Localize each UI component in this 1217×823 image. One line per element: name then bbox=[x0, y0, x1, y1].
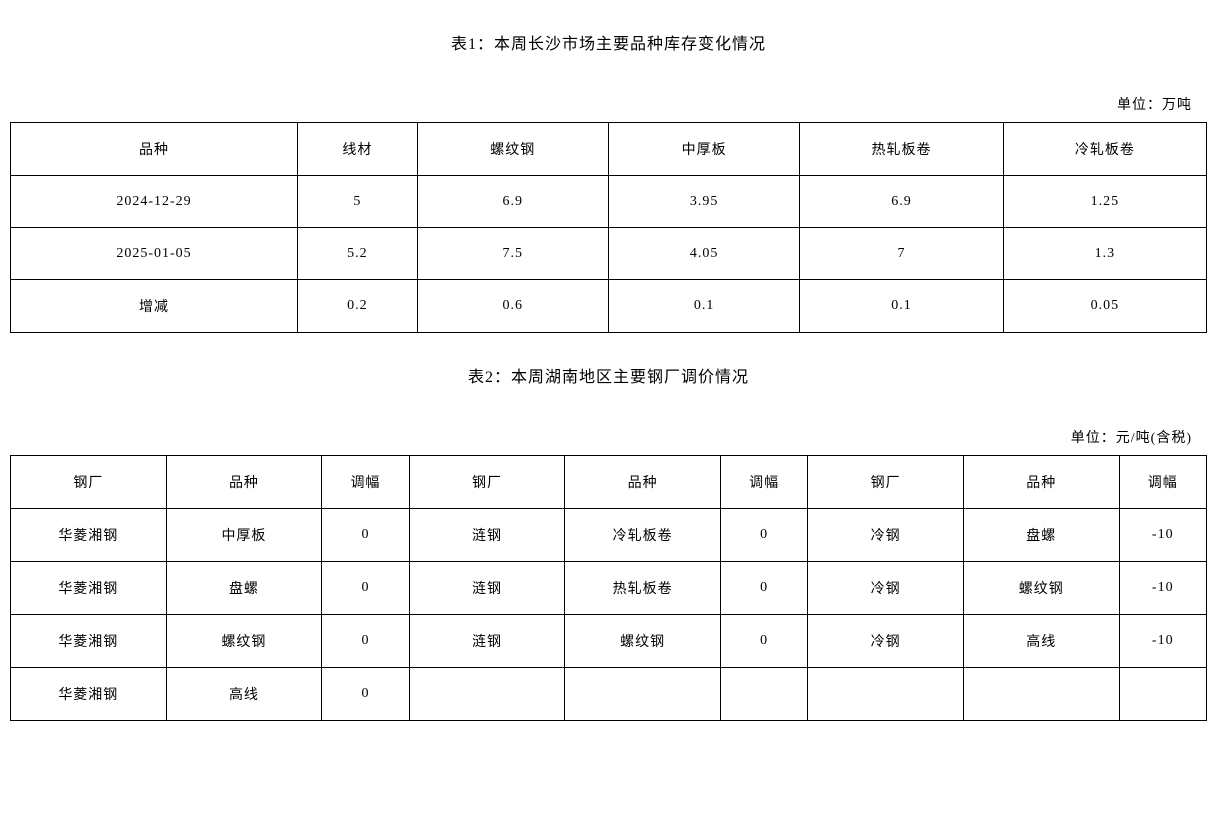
table1-title: 表1：本周长沙市场主要品种库存变化情况 bbox=[10, 30, 1207, 54]
col-header: 品种 bbox=[565, 456, 721, 509]
col-header: 品种 bbox=[11, 123, 298, 176]
col-header: 热轧板卷 bbox=[800, 123, 1003, 176]
table-row: 华菱湘钢 高线 0 bbox=[11, 668, 1207, 721]
col-header: 线材 bbox=[298, 123, 418, 176]
cell: 华菱湘钢 bbox=[11, 562, 167, 615]
cell: 3.95 bbox=[608, 176, 799, 228]
cell: 增减 bbox=[11, 280, 298, 333]
cell: 华菱湘钢 bbox=[11, 615, 167, 668]
cell: 0 bbox=[720, 562, 807, 615]
table-row: 2024-12-29 5 6.9 3.95 6.9 1.25 bbox=[11, 176, 1207, 228]
cell: 高线 bbox=[963, 615, 1119, 668]
cell: 4.05 bbox=[608, 228, 799, 280]
cell bbox=[963, 668, 1119, 721]
col-header: 钢厂 bbox=[808, 456, 964, 509]
cell: 0.6 bbox=[417, 280, 608, 333]
cell: 冷钢 bbox=[808, 509, 964, 562]
cell: 热轧板卷 bbox=[565, 562, 721, 615]
cell: 6.9 bbox=[800, 176, 1003, 228]
cell: 6.9 bbox=[417, 176, 608, 228]
col-header: 调幅 bbox=[1119, 456, 1206, 509]
cell: 7 bbox=[800, 228, 1003, 280]
table2-title: 表2：本周湖南地区主要钢厂调价情况 bbox=[10, 363, 1207, 387]
cell: 5 bbox=[298, 176, 418, 228]
cell: 盘螺 bbox=[963, 509, 1119, 562]
cell: 螺纹钢 bbox=[166, 615, 322, 668]
cell: 0.1 bbox=[800, 280, 1003, 333]
cell: 中厚板 bbox=[166, 509, 322, 562]
cell: 涟钢 bbox=[409, 562, 565, 615]
cell: 0 bbox=[322, 562, 409, 615]
cell: 螺纹钢 bbox=[565, 615, 721, 668]
cell: -10 bbox=[1119, 615, 1206, 668]
table-row: 2025-01-05 5.2 7.5 4.05 7 1.3 bbox=[11, 228, 1207, 280]
cell: 2024-12-29 bbox=[11, 176, 298, 228]
cell: 7.5 bbox=[417, 228, 608, 280]
col-header: 钢厂 bbox=[11, 456, 167, 509]
table-row: 华菱湘钢 盘螺 0 涟钢 热轧板卷 0 冷钢 螺纹钢 -10 bbox=[11, 562, 1207, 615]
col-header: 调幅 bbox=[322, 456, 409, 509]
cell bbox=[808, 668, 964, 721]
table1-unit: 单位：万吨 bbox=[10, 94, 1207, 114]
cell: 0 bbox=[322, 668, 409, 721]
cell bbox=[1119, 668, 1206, 721]
cell: 冷轧板卷 bbox=[565, 509, 721, 562]
cell: 0.1 bbox=[608, 280, 799, 333]
inventory-table: 品种 线材 螺纹钢 中厚板 热轧板卷 冷轧板卷 2024-12-29 5 6.9… bbox=[10, 122, 1207, 333]
cell: 1.25 bbox=[1003, 176, 1206, 228]
table-row: 华菱湘钢 中厚板 0 涟钢 冷轧板卷 0 冷钢 盘螺 -10 bbox=[11, 509, 1207, 562]
cell bbox=[409, 668, 565, 721]
table-row: 华菱湘钢 螺纹钢 0 涟钢 螺纹钢 0 冷钢 高线 -10 bbox=[11, 615, 1207, 668]
col-header: 钢厂 bbox=[409, 456, 565, 509]
cell: 螺纹钢 bbox=[963, 562, 1119, 615]
cell: 0 bbox=[322, 615, 409, 668]
cell: 冷钢 bbox=[808, 562, 964, 615]
cell: 0 bbox=[720, 615, 807, 668]
col-header: 中厚板 bbox=[608, 123, 799, 176]
cell bbox=[720, 668, 807, 721]
cell: 0 bbox=[322, 509, 409, 562]
cell: 1.3 bbox=[1003, 228, 1206, 280]
cell: 盘螺 bbox=[166, 562, 322, 615]
col-header: 品种 bbox=[963, 456, 1119, 509]
table-header-row: 钢厂 品种 调幅 钢厂 品种 调幅 钢厂 品种 调幅 bbox=[11, 456, 1207, 509]
col-header: 螺纹钢 bbox=[417, 123, 608, 176]
table-header-row: 品种 线材 螺纹钢 中厚板 热轧板卷 冷轧板卷 bbox=[11, 123, 1207, 176]
cell: 0 bbox=[720, 509, 807, 562]
cell: 0.05 bbox=[1003, 280, 1206, 333]
cell: -10 bbox=[1119, 509, 1206, 562]
cell: 高线 bbox=[166, 668, 322, 721]
cell: -10 bbox=[1119, 562, 1206, 615]
cell: 0.2 bbox=[298, 280, 418, 333]
cell: 涟钢 bbox=[409, 615, 565, 668]
cell bbox=[565, 668, 721, 721]
cell: 华菱湘钢 bbox=[11, 668, 167, 721]
cell: 涟钢 bbox=[409, 509, 565, 562]
table-row: 增减 0.2 0.6 0.1 0.1 0.05 bbox=[11, 280, 1207, 333]
col-header: 冷轧板卷 bbox=[1003, 123, 1206, 176]
col-header: 调幅 bbox=[720, 456, 807, 509]
price-adjustment-table: 钢厂 品种 调幅 钢厂 品种 调幅 钢厂 品种 调幅 华菱湘钢 中厚板 0 涟钢… bbox=[10, 455, 1207, 721]
cell: 5.2 bbox=[298, 228, 418, 280]
cell: 华菱湘钢 bbox=[11, 509, 167, 562]
cell: 冷钢 bbox=[808, 615, 964, 668]
table2-unit: 单位：元/吨(含税) bbox=[10, 427, 1207, 447]
col-header: 品种 bbox=[166, 456, 322, 509]
cell: 2025-01-05 bbox=[11, 228, 298, 280]
